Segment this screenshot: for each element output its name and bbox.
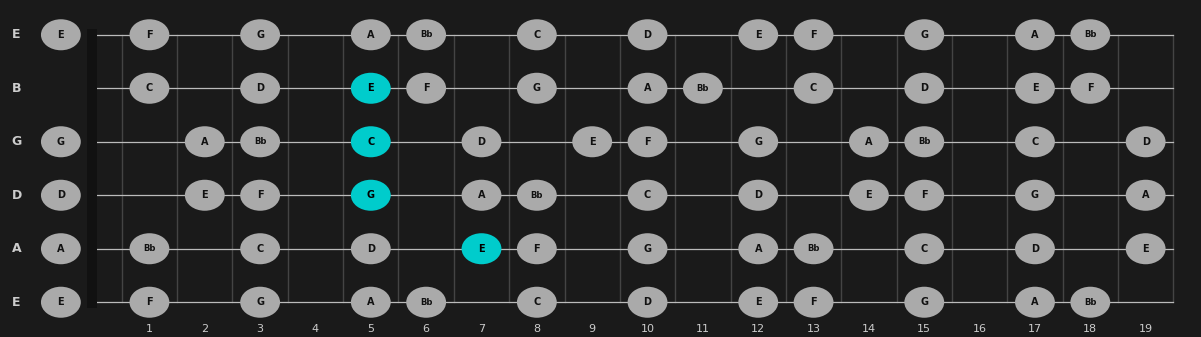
Ellipse shape (41, 233, 80, 264)
Text: G: G (533, 83, 540, 93)
Text: A: A (12, 242, 22, 255)
Text: A: A (1032, 30, 1039, 40)
Ellipse shape (904, 180, 944, 211)
Text: G: G (1030, 190, 1039, 200)
Text: 14: 14 (862, 324, 876, 334)
Text: 10: 10 (640, 324, 655, 334)
Ellipse shape (516, 19, 557, 50)
Text: G: G (12, 135, 22, 148)
Text: F: F (644, 137, 651, 147)
Text: 17: 17 (1028, 324, 1042, 334)
Text: E: E (202, 190, 208, 200)
Ellipse shape (461, 126, 502, 157)
Ellipse shape (351, 287, 390, 318)
Text: C: C (921, 244, 928, 254)
Text: 16: 16 (973, 324, 986, 334)
Text: D: D (1142, 137, 1149, 147)
Text: C: C (533, 30, 540, 40)
Text: D: D (256, 83, 264, 93)
Text: A: A (1032, 297, 1039, 307)
Text: A: A (368, 297, 375, 307)
Ellipse shape (130, 73, 169, 104)
Text: C: C (809, 83, 817, 93)
Ellipse shape (130, 287, 169, 318)
Ellipse shape (406, 73, 446, 104)
Ellipse shape (794, 73, 833, 104)
Ellipse shape (794, 233, 833, 264)
Ellipse shape (904, 233, 944, 264)
Ellipse shape (904, 126, 944, 157)
Text: E: E (12, 28, 20, 41)
Ellipse shape (1070, 287, 1110, 318)
Ellipse shape (240, 73, 280, 104)
Text: 2: 2 (202, 324, 208, 334)
Text: E: E (755, 297, 761, 307)
Ellipse shape (1125, 180, 1166, 211)
Text: F: F (1087, 83, 1094, 93)
Text: Bb: Bb (143, 244, 156, 253)
Text: A: A (865, 137, 873, 147)
Ellipse shape (572, 126, 613, 157)
Text: 13: 13 (807, 324, 820, 334)
Text: D: D (478, 137, 485, 147)
Ellipse shape (904, 287, 944, 318)
Text: Bb: Bb (1085, 30, 1097, 39)
Text: 3: 3 (257, 324, 264, 334)
Ellipse shape (628, 233, 668, 264)
Text: Bb: Bb (697, 84, 709, 93)
Ellipse shape (130, 233, 169, 264)
Text: A: A (644, 83, 651, 93)
Ellipse shape (41, 287, 80, 318)
Ellipse shape (628, 126, 668, 157)
Ellipse shape (1125, 126, 1166, 157)
Text: C: C (644, 190, 651, 200)
Text: C: C (533, 297, 540, 307)
Text: E: E (755, 30, 761, 40)
Text: A: A (478, 190, 485, 200)
Ellipse shape (41, 126, 80, 157)
Text: G: G (644, 244, 652, 254)
Text: C: C (145, 83, 153, 93)
Text: E: E (58, 30, 64, 40)
Text: F: F (147, 297, 153, 307)
Ellipse shape (41, 19, 80, 50)
Text: C: C (257, 244, 264, 254)
Ellipse shape (516, 73, 557, 104)
Ellipse shape (628, 287, 668, 318)
Ellipse shape (351, 19, 390, 50)
Ellipse shape (240, 19, 280, 50)
Text: C: C (1032, 137, 1039, 147)
Text: A: A (201, 137, 209, 147)
Text: D: D (644, 297, 652, 307)
Text: 4: 4 (312, 324, 319, 334)
Ellipse shape (516, 287, 557, 318)
Text: Bb: Bb (420, 30, 432, 39)
Text: 12: 12 (751, 324, 765, 334)
Ellipse shape (904, 19, 944, 50)
Text: 1: 1 (147, 324, 153, 334)
Text: 6: 6 (423, 324, 430, 334)
Text: Bb: Bb (918, 137, 931, 146)
Ellipse shape (1015, 180, 1054, 211)
Text: 19: 19 (1139, 324, 1153, 334)
Ellipse shape (240, 233, 280, 264)
Ellipse shape (1015, 233, 1054, 264)
Text: D: D (920, 83, 928, 93)
Text: 11: 11 (695, 324, 710, 334)
Ellipse shape (130, 19, 169, 50)
Ellipse shape (849, 126, 889, 157)
Text: Bb: Bb (807, 244, 820, 253)
Ellipse shape (904, 73, 944, 104)
Text: E: E (58, 297, 64, 307)
Text: F: F (811, 297, 817, 307)
Text: F: F (423, 83, 430, 93)
Text: D: D (12, 189, 22, 202)
Text: E: E (588, 137, 596, 147)
Text: D: D (1030, 244, 1039, 254)
Ellipse shape (461, 180, 502, 211)
Ellipse shape (739, 287, 778, 318)
Text: D: D (366, 244, 375, 254)
Text: F: F (257, 190, 263, 200)
Text: F: F (921, 190, 927, 200)
